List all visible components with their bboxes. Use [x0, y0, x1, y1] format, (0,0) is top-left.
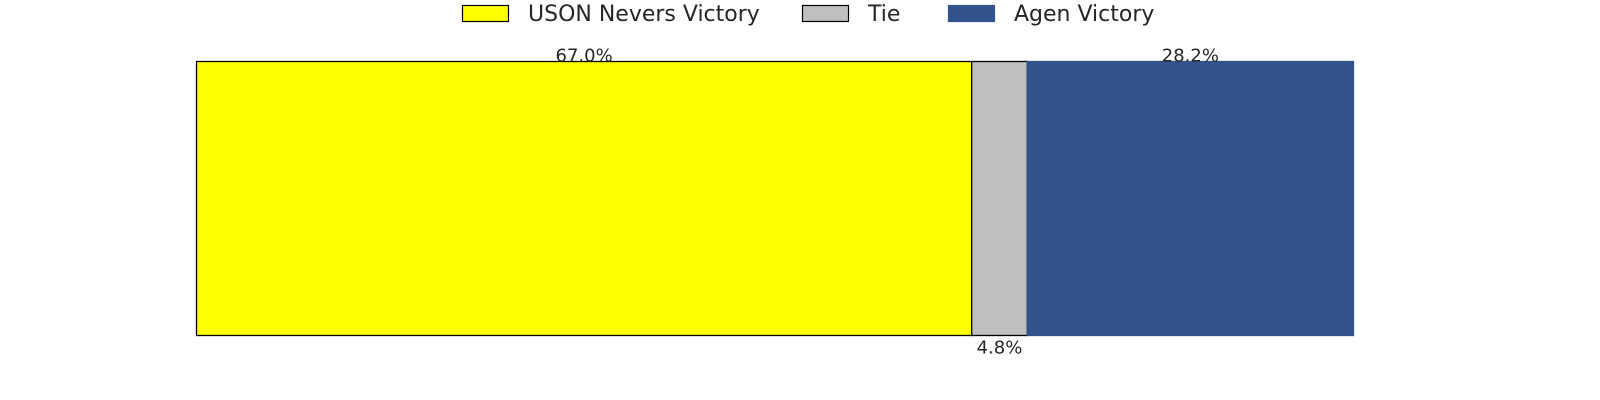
stacked-bar	[195, 60, 1355, 337]
value-label-tie: 4.8%	[977, 338, 1023, 359]
legend-label-uson-nevers-victory: USON Nevers Victory	[528, 2, 760, 27]
bar-segment-uson-nevers-victory	[195, 60, 973, 337]
value-label-uson-nevers-victory: 67.0%	[556, 46, 613, 67]
value-label-agen-victory: 28.2%	[1162, 46, 1219, 67]
legend-label-tie: Tie	[867, 2, 900, 27]
legend-swatch-tie	[801, 4, 850, 23]
legend-label-agen-victory: Agen Victory	[1014, 2, 1154, 27]
bar-segment-tie	[971, 60, 1028, 337]
percentage-labels: 67.0% 4.8% 28.2%	[556, 46, 1219, 359]
legend-swatch-uson-nevers-victory	[461, 4, 510, 23]
legend-swatch-agen-victory	[947, 4, 996, 23]
bar-segment-agen-victory	[1026, 60, 1355, 337]
chart-legend: USON Nevers Victory Tie Agen Victory	[461, 2, 1154, 27]
